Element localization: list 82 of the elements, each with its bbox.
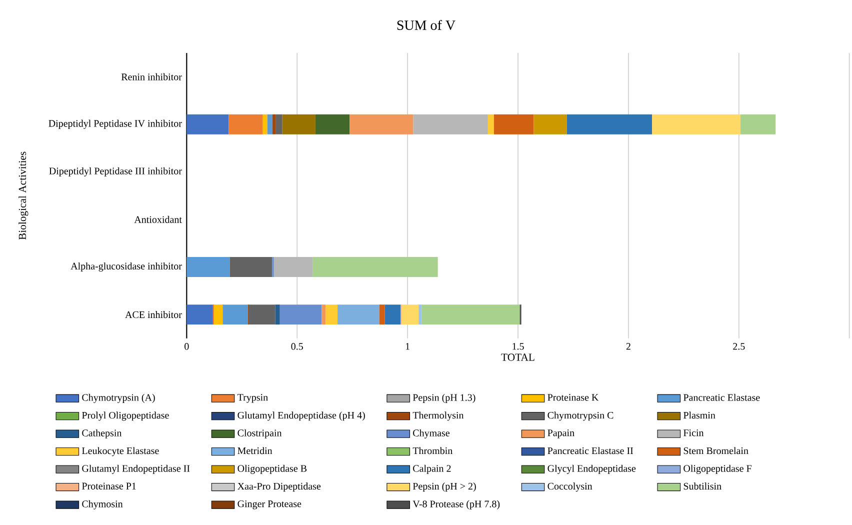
chart-title: SUM of V <box>397 20 456 30</box>
legend-label: Metridin <box>238 447 272 454</box>
bar <box>384 304 400 325</box>
bar <box>402 304 419 325</box>
bar <box>186 304 213 325</box>
legend-label: Thrombin <box>412 447 452 454</box>
legend-label: Cathepsin <box>82 429 122 438</box>
legend-label: Chymotrypsin C <box>548 412 614 421</box>
legend-label: Plasmin <box>684 412 716 419</box>
bar <box>652 114 740 134</box>
legend-label: Pepsin (pH 1.3) <box>412 394 476 403</box>
bar <box>282 114 316 134</box>
legend-label: Glycyl Endopeptidase <box>548 464 636 474</box>
legend-label: Oligopeptidase F <box>684 464 752 474</box>
x-axis-title: TOTAL <box>501 354 534 361</box>
legend-label: Proteinase P1 <box>82 482 136 490</box>
bar <box>262 114 268 134</box>
legend-label: Clostripain <box>238 429 282 438</box>
legend-label: Chymase <box>413 429 450 438</box>
legend-label: Leukocyte Elastase <box>82 447 159 456</box>
bar <box>322 304 326 325</box>
x-tick-label: 1.5 <box>512 343 524 350</box>
bar <box>275 304 280 325</box>
bar <box>186 114 229 134</box>
legend-label: Pepsin (pH > 2) <box>412 482 476 492</box>
bar <box>740 114 776 134</box>
bar <box>418 304 422 325</box>
bar <box>214 304 223 325</box>
legend-label: Ginger Protease <box>238 500 302 510</box>
y-tick-label: Dipeptidyl Peptidase IV inhibitor <box>48 120 182 129</box>
bar <box>267 114 272 134</box>
bar <box>248 304 276 325</box>
x-tick-label: 1 <box>406 343 410 350</box>
y-tick-label: Alpha-glucosidase inhibitor <box>70 262 182 272</box>
bar <box>228 114 263 134</box>
legend-label: Glutamyl Endopeptidase (pH 4) <box>238 412 365 421</box>
bar <box>222 304 248 325</box>
x-tick-label: 0 <box>184 343 189 350</box>
bar <box>315 114 350 134</box>
legend-label: Coccolysin <box>548 482 592 492</box>
y-axis-title: Biological Activities <box>18 152 28 240</box>
legend-label: Oligopeptidase B <box>238 464 307 474</box>
bar <box>276 114 282 134</box>
bar <box>230 257 272 277</box>
legend-label: Chymotrypsin (A) <box>82 394 155 403</box>
legend-label: Ficin <box>684 430 704 436</box>
bar <box>350 114 414 134</box>
legend-label: Pancreatic Elastase II <box>548 447 634 454</box>
legend-label: Proteinase K <box>548 394 599 401</box>
legend-label: Papain <box>548 430 574 438</box>
bar <box>566 114 652 134</box>
legend-label: Trypsin <box>238 394 268 403</box>
legend-label: Subtilisin <box>684 482 722 490</box>
bar <box>186 257 230 277</box>
bar <box>413 114 488 134</box>
y-tick-label: Antioxidant <box>134 216 182 223</box>
x-tick-label: 2.5 <box>733 343 745 350</box>
y-tick-label: Dipeptidyl Peptidase III inhibitor <box>49 167 182 176</box>
y-tick-label: ACE inhibitor <box>125 311 182 318</box>
legend-label: Glutamyl Endopeptidase II <box>82 464 190 474</box>
bar <box>488 114 494 134</box>
bar <box>534 114 567 134</box>
bar <box>280 304 322 325</box>
legend-label: Thermolysin <box>412 412 464 421</box>
legend-label: Prolyl Oligopeptidase <box>82 412 169 421</box>
legend-label: Stem Bromelain <box>684 447 748 454</box>
x-tick-label: 2 <box>626 343 630 350</box>
bar <box>272 114 276 134</box>
legend-label: Calpain 2 <box>413 464 451 474</box>
bar <box>338 304 380 325</box>
y-tick-label: Renin inhibitor <box>121 73 182 80</box>
legend-label: Chymosin <box>82 500 123 510</box>
x-tick-label: 0.5 <box>291 343 303 350</box>
legend-label: Pancreatic Elastase <box>684 394 760 401</box>
bar <box>326 304 338 325</box>
bar <box>379 304 385 325</box>
legend-label: Xaa-Pro Dipeptidase <box>238 482 321 492</box>
bar <box>312 257 438 277</box>
bar <box>274 257 313 277</box>
bar <box>494 114 534 134</box>
bar <box>422 304 520 325</box>
legend-label: V-8 Protease (pH 7.8) <box>412 500 500 510</box>
